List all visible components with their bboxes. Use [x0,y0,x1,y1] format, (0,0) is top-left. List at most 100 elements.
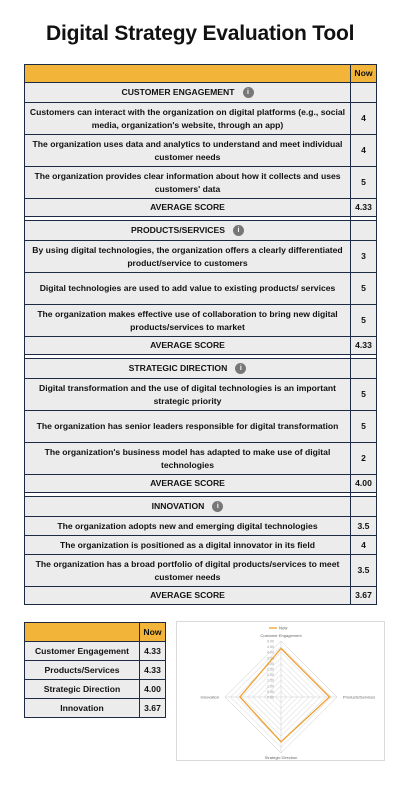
question-text: The organization has senior leaders resp… [24,410,351,443]
radar-tick-label: 4.50 [267,645,274,649]
average-score: 4.33 [350,336,377,355]
question-text: The organization has a broad portfolio o… [24,554,351,587]
average-label: AVERAGE SCORE [24,474,351,493]
question-text: The organization provides clear informat… [24,166,351,199]
summary-label: Products/Services [24,660,140,680]
evaluation-table: Now CUSTOMER ENGAGEMENT i Customers can int… [24,64,377,605]
average-score: 4.00 [350,474,377,493]
section-title: CUSTOMER ENGAGEMENT [121,87,235,97]
section-score-blank [350,220,377,241]
question-text: Customers can interact with the organiza… [24,102,351,135]
header-now-cell: Now [350,64,377,83]
question-text: The organization is positioned as a digi… [24,535,351,555]
radar-category-label: Strategic Direction [265,755,298,760]
section-score-blank [350,496,377,517]
question-row: The organization has senior leaders resp… [24,410,377,443]
radar-legend-label: Now [279,626,288,631]
question-row: The organization's business model has ad… [24,442,377,475]
summary-table: Now Customer Engagement 4.33 Products/Servi… [24,622,166,718]
summary-row: Customer Engagement 4.33 [24,641,166,661]
radar-category-label: Products/Services [343,695,375,700]
section-header-row: CUSTOMER ENGAGEMENT i [24,82,377,103]
summary-label: Innovation [24,698,140,718]
question-score[interactable]: 4 [350,134,377,167]
section-title-cell: PRODUCTS/SERVICES i [24,220,351,241]
question-score[interactable]: 2 [350,442,377,475]
average-score: 3.67 [350,586,377,605]
question-row: Customers can interact with the organiza… [24,102,377,135]
page-title: Digital Strategy Evaluation Tool [46,22,355,45]
radar-tick-label: 2.00 [267,673,274,677]
summary-label: Customer Engagement [24,641,140,661]
section-title: STRATEGIC DIRECTION [128,363,228,373]
radar-tick-label: 3.00 [267,662,274,666]
section-header-row: PRODUCTS/SERVICES i [24,220,377,241]
question-score[interactable]: 4 [350,535,377,555]
question-score[interactable]: 3 [350,240,377,273]
question-row: The organization provides clear informat… [24,166,377,199]
info-icon[interactable]: i [235,363,247,375]
question-score[interactable]: 3.5 [350,554,377,587]
average-row: AVERAGE SCORE 4.33 [24,336,377,355]
average-row: AVERAGE SCORE 3.67 [24,586,377,605]
question-row: The organization uses data and analytics… [24,134,377,167]
question-score[interactable]: 5 [350,166,377,199]
average-row: AVERAGE SCORE 4.33 [24,198,377,217]
summary-header-row: Now [24,622,166,642]
question-row: The organization makes effective use of … [24,304,377,337]
summary-row: Products/Services 4.33 [24,660,166,680]
radar-tick-label: 2.50 [267,668,274,672]
question-text: Digital transformation and the use of di… [24,378,351,411]
info-icon[interactable]: i [242,87,254,99]
summary-value: 4.33 [139,641,166,661]
radar-tick-label: 5.00 [267,640,274,644]
question-score[interactable]: 5 [350,304,377,337]
section-header-row: INNOVATION i [24,496,377,517]
section-title-cell: STRATEGIC DIRECTION i [24,358,351,379]
question-row: Digital transformation and the use of di… [24,378,377,411]
radar-tick-label: 1.50 [267,679,274,683]
info-icon[interactable]: i [232,225,244,237]
question-text: The organization's business model has ad… [24,442,351,475]
section-header-row: STRATEGIC DIRECTION i [24,358,377,379]
radar-tick-label: 4.00 [267,651,274,655]
radar-category-label: Customer Engagement [260,633,302,638]
average-label: AVERAGE SCORE [24,198,351,217]
radar-tick-label: 3.50 [267,656,274,660]
header-blank-cell [24,64,351,83]
radar-chart: 0.00 0.50 1.00 1.50 2.00 2.50 3.00 3.50 4.00 4.50… [176,621,385,761]
summary-row: Strategic Direction 4.00 [24,679,166,699]
section-score-blank [350,82,377,103]
average-label: AVERAGE SCORE [24,586,351,605]
summary-header-now: Now [139,622,166,642]
info-icon[interactable]: i [212,501,224,513]
question-score[interactable]: 5 [350,378,377,411]
radar-tick-label: 1.00 [267,684,274,688]
question-score[interactable]: 5 [350,410,377,443]
average-label: AVERAGE SCORE [24,336,351,355]
question-row: Digital technologies are used to add val… [24,272,377,305]
radar-chart-svg: 0.00 0.50 1.001.50 2.002.50 3.00 3.504.00 4.50… [201,626,376,761]
radar-tick-label: 0.00 [267,696,274,700]
question-row: The organization has a broad portfolio o… [24,554,377,587]
question-score[interactable]: 3.5 [350,516,377,536]
question-text: The organization adopts new and emerging… [24,516,351,536]
question-text: By using digital technologies, the organ… [24,240,351,273]
question-score[interactable]: 5 [350,272,377,305]
summary-label: Strategic Direction [24,679,140,699]
question-row: By using digital technologies, the organ… [24,240,377,273]
summary-value: 3.67 [139,698,166,718]
radar-tick-label: 0.50 [267,690,274,694]
summary-value: 4.33 [139,660,166,680]
summary-value: 4.00 [139,679,166,699]
section-title-cell: CUSTOMER ENGAGEMENT i [24,82,351,103]
summary-row: Innovation 3.67 [24,698,166,718]
question-text: Digital technologies are used to add val… [24,272,351,305]
section-title: INNOVATION [151,501,205,511]
section-title-cell: INNOVATION i [24,496,351,517]
question-score[interactable]: 4 [350,102,377,135]
question-text: The organization uses data and analytics… [24,134,351,167]
question-row: The organization adopts new and emerging… [24,516,377,536]
radar-series-now [239,647,331,743]
radar-category-label: Innovation [201,695,219,700]
